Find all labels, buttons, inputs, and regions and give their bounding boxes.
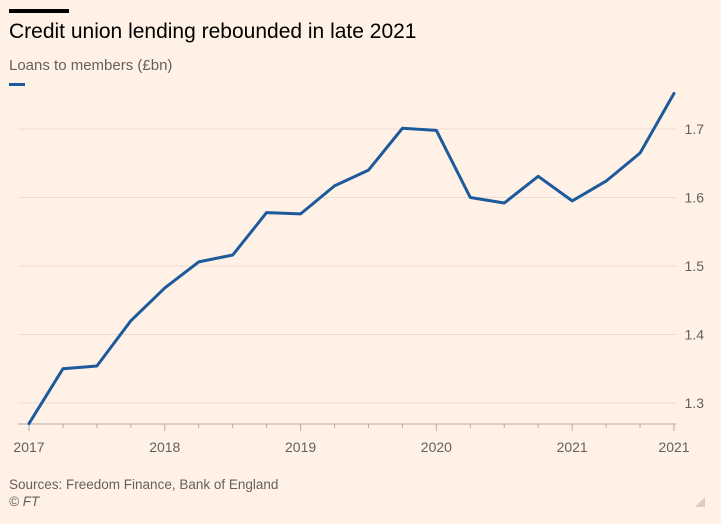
- y-tick-label: 1.7: [685, 121, 705, 137]
- y-tick-label: 1.3: [685, 395, 705, 411]
- x-tick-label: 2021: [557, 439, 588, 455]
- y-tick-label: 1.6: [685, 190, 705, 206]
- resize-corner-icon: [695, 497, 705, 507]
- copyright-credit: © FT: [9, 494, 40, 509]
- chart-title: Credit union lending rebounded in late 2…: [9, 20, 417, 43]
- title-rule: [9, 9, 69, 13]
- x-tick-label: 2017: [13, 439, 44, 455]
- x-tick-label: 2019: [285, 439, 316, 455]
- x-tick-label: 2021: [658, 439, 689, 455]
- chart-subtitle: Loans to members (£bn): [9, 57, 173, 74]
- series-line-loans: [27, 91, 676, 426]
- series-legend-swatch: [9, 83, 25, 86]
- y-tick-label: 1.5: [685, 258, 705, 274]
- source-note: Sources: Freedom Finance, Bank of Englan…: [9, 477, 279, 492]
- x-tick-label: 2018: [149, 439, 180, 455]
- x-tick-label: 2020: [421, 439, 452, 455]
- y-tick-label: 1.4: [685, 327, 705, 343]
